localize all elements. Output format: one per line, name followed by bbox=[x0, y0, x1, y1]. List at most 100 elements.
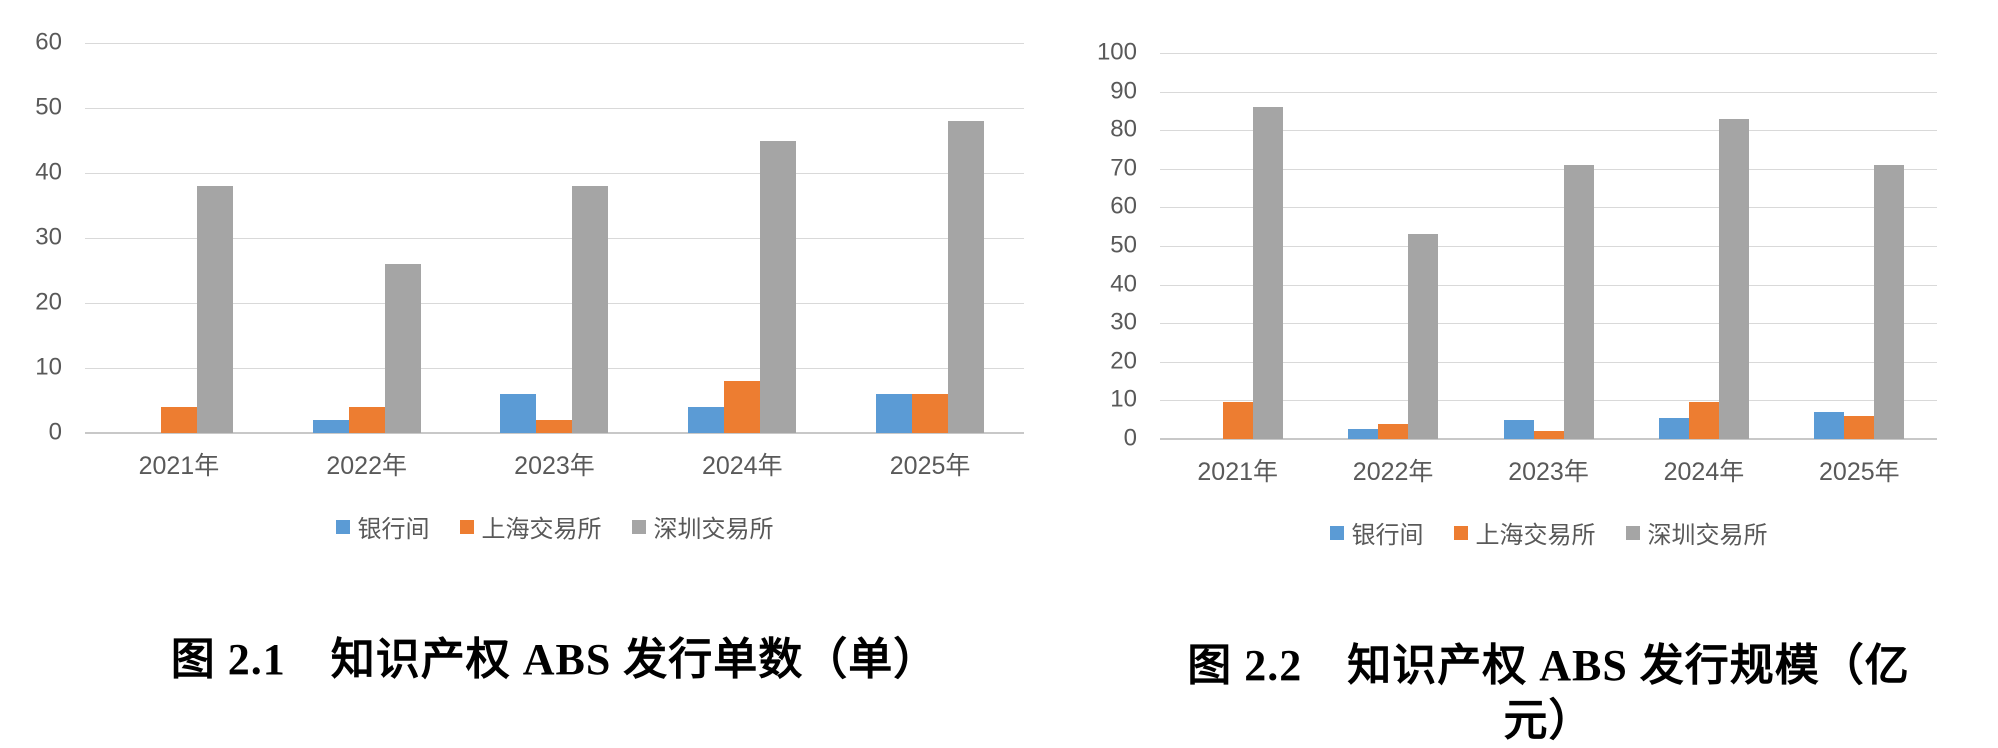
legend: 银行间 上海交易所 深圳交易所 bbox=[1160, 515, 1937, 550]
x-category-label: 2024年 bbox=[1663, 458, 1745, 486]
plot-area bbox=[85, 43, 1024, 434]
bar-szse-2024 bbox=[760, 140, 797, 433]
bar-szse-2025 bbox=[948, 121, 985, 433]
y-tick-label: 50 bbox=[35, 93, 62, 121]
x-category-label: 2021年 bbox=[1197, 458, 1279, 486]
bar-bank-2024 bbox=[688, 407, 725, 433]
bar-shse-2022 bbox=[1378, 423, 1409, 439]
y-tick-label: 90 bbox=[1110, 77, 1137, 105]
x-axis-line bbox=[85, 432, 1024, 434]
x-category-label: 2023年 bbox=[1508, 458, 1589, 486]
plot-area bbox=[1160, 53, 1937, 440]
legend-item-bank: 银行间 bbox=[335, 509, 430, 544]
bar-szse-2022 bbox=[384, 264, 421, 433]
x-category-label: 2022年 bbox=[1352, 458, 1434, 486]
figure-2-1: 0 10 20 30 40 50 60 2021年 2022年 2023年 2024年 2025年 … bbox=[30, 22, 1040, 687]
bar-bank-2023 bbox=[1503, 419, 1534, 439]
gridline bbox=[85, 368, 1024, 369]
bar-szse-2023 bbox=[1563, 164, 1594, 439]
gridline bbox=[85, 238, 1024, 239]
page: { "colors": { "series_bank": "#5B9BD5", … bbox=[30, 22, 1937, 745]
y-tick-label: 80 bbox=[1110, 115, 1137, 143]
bar-shse-2024 bbox=[1688, 402, 1719, 439]
x-axis-line bbox=[1160, 438, 1937, 440]
x-category-label: 2024年 bbox=[701, 452, 783, 480]
x-category-label: 2022年 bbox=[326, 452, 407, 480]
gridline bbox=[1160, 168, 1937, 170]
figure-caption: 图 2.1 知识产权 ABS 发行单数（单） bbox=[170, 635, 939, 684]
gridline bbox=[1160, 130, 1937, 132]
gridline bbox=[1160, 246, 1937, 247]
legend-label: 上海交易所 bbox=[481, 516, 602, 543]
bar-shse-2023 bbox=[536, 420, 573, 433]
legend-swatch-icon bbox=[335, 519, 350, 534]
bars bbox=[85, 43, 1024, 433]
legend-item-bank: 银行间 bbox=[1329, 515, 1424, 550]
gridline bbox=[1160, 53, 1937, 54]
gridline bbox=[1160, 284, 1937, 286]
bar-bank-2023 bbox=[500, 394, 537, 433]
legend-swatch-icon bbox=[1625, 525, 1640, 540]
y-tick-label: 100 bbox=[1096, 38, 1137, 66]
gridline bbox=[85, 172, 1024, 174]
x-category-label: 2025年 bbox=[1819, 458, 1900, 486]
bar-group-2022 bbox=[1315, 53, 1470, 439]
bar-bank-2024 bbox=[1658, 417, 1689, 439]
gridline bbox=[1160, 323, 1937, 325]
x-category-label: 2025年 bbox=[889, 452, 971, 480]
y-tick-label: 10 bbox=[1110, 385, 1137, 413]
gridline bbox=[85, 302, 1024, 304]
y-tick-label: 70 bbox=[1110, 154, 1137, 182]
bar-szse-2022 bbox=[1408, 234, 1439, 439]
chart-area: 0 10 20 30 40 50 60 bbox=[30, 30, 1040, 444]
x-axis: 2021年 2022年 2023年 2024年 2025年 bbox=[1160, 452, 1937, 488]
bar-shse-2021 bbox=[1222, 402, 1253, 439]
legend: 银行间 上海交易所 深圳交易所 bbox=[85, 509, 1024, 544]
y-tick-label: 60 bbox=[1110, 192, 1137, 220]
bar-szse-2023 bbox=[572, 186, 609, 433]
y-tick-label: 0 bbox=[1123, 424, 1137, 452]
y-tick-label: 10 bbox=[35, 353, 62, 381]
gridline bbox=[1160, 91, 1937, 93]
bar-shse-2025 bbox=[912, 394, 949, 433]
gridline bbox=[85, 43, 1024, 44]
bar-group-2021 bbox=[85, 43, 273, 433]
y-axis: 0 10 20 30 40 50 60 bbox=[30, 30, 85, 444]
x-category-label: 2023年 bbox=[514, 452, 595, 480]
bar-group-2022 bbox=[273, 43, 461, 433]
y-tick-label: 40 bbox=[1110, 270, 1137, 298]
bar-group-2025 bbox=[1782, 53, 1937, 439]
bar-group-2024 bbox=[648, 43, 836, 433]
legend-item-shse: 上海交易所 bbox=[459, 509, 602, 544]
bar-group-2023 bbox=[1471, 53, 1626, 439]
bar-szse-2021 bbox=[196, 186, 233, 433]
legend-swatch-icon bbox=[1453, 525, 1468, 540]
gridline bbox=[1160, 400, 1937, 402]
legend-item-shse: 上海交易所 bbox=[1453, 515, 1596, 550]
figure-2-2: 0 10 20 30 40 50 60 70 80 90 100 2021年 2022年 2023年 20… bbox=[1080, 22, 1955, 748]
bar-shse-2023 bbox=[1533, 431, 1564, 439]
bar-shse-2025 bbox=[1844, 415, 1875, 439]
bar-bank-2025 bbox=[876, 394, 913, 433]
legend-label: 深圳交易所 bbox=[653, 516, 774, 543]
legend-label: 深圳交易所 bbox=[1647, 522, 1768, 549]
x-category-label: 2021年 bbox=[138, 452, 220, 480]
legend-item-szse: 深圳交易所 bbox=[1625, 515, 1768, 550]
gridline bbox=[1160, 207, 1937, 209]
gridline bbox=[1160, 361, 1937, 363]
gridline bbox=[85, 107, 1024, 109]
figure-caption: 图 2.2 知识产权 ABS 发行规模（亿元） bbox=[1187, 641, 1910, 745]
legend-label: 银行间 bbox=[1351, 522, 1424, 549]
bar-szse-2021 bbox=[1252, 107, 1283, 439]
y-tick-label: 60 bbox=[35, 28, 62, 56]
x-axis: 2021年 2022年 2023年 2024年 2025年 bbox=[85, 446, 1024, 482]
legend-swatch-icon bbox=[459, 519, 474, 534]
bar-shse-2022 bbox=[348, 407, 385, 433]
y-axis: 0 10 20 30 40 50 60 70 80 90 100 bbox=[1080, 40, 1160, 450]
bar-group-2025 bbox=[836, 43, 1024, 433]
y-tick-label: 20 bbox=[1110, 347, 1137, 375]
bars bbox=[1160, 53, 1937, 439]
bar-szse-2025 bbox=[1874, 164, 1905, 439]
y-tick-label: 30 bbox=[1110, 308, 1137, 336]
bar-group-2024 bbox=[1626, 53, 1781, 439]
